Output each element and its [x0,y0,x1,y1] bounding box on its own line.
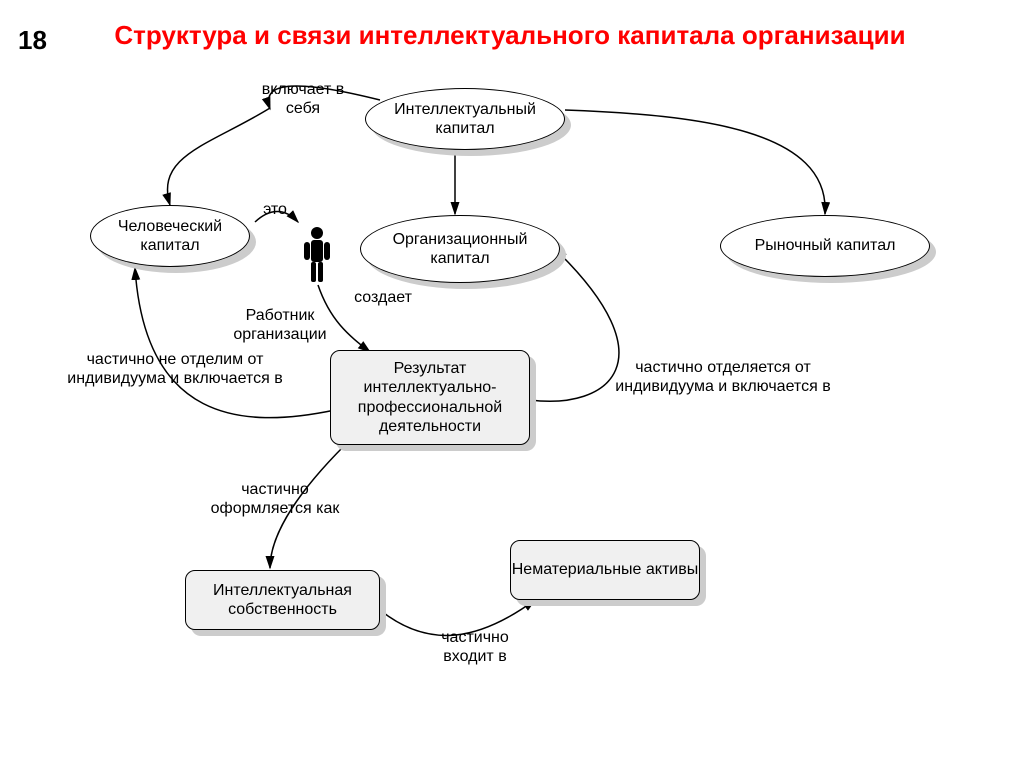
edge-label-4: это [255,200,295,219]
node-label-market_capital: Рыночный капитал [755,236,896,255]
node-nma: Нематериальные активы [510,540,700,600]
node-label-ip: Интеллектуальная собственность [186,581,379,619]
node-ip: Интеллектуальная собственность [185,570,380,630]
edge-label-0: включает в себя [248,80,358,118]
node-human_capital: Человеческий капитал [90,205,250,267]
node-label-human_capital: Человеческий капитал [91,217,249,255]
node-org_capital: Организационный капитал [360,215,560,283]
node-result: Результат интеллектуально-профессиональн… [330,350,530,445]
title-text: Структура и связи интеллектуального капи… [114,20,905,50]
node-label-result: Результат интеллектуально-профессиональн… [331,359,529,436]
edge-label-7: частично отделяется от индивидуума и вкл… [598,358,848,396]
edge-3 [565,110,825,214]
edge-1 [168,108,270,205]
edge-label-5: создает [348,288,418,307]
node-intellectual_capital: Интеллектуальный капитал [365,88,565,150]
node-label-nma: Нематериальные активы [512,560,698,579]
node-label-worker: Работник организации [220,306,340,344]
edge-label-8: частично оформляется как [195,480,355,518]
edge-label-9: частично входит в [415,628,535,666]
node-market_capital: Рыночный капитал [720,215,930,277]
slide-number: 18 [18,25,47,56]
slide-number-text: 18 [18,25,47,55]
slide-title: Структура и связи интеллектуального капи… [110,20,910,51]
node-worker: Работник организации [220,305,340,345]
person-icon [301,225,333,290]
edge-label-6: частично не отделим от индивидуума и вкл… [65,350,285,388]
node-label-org_capital: Организационный капитал [361,230,559,268]
node-label-intellectual_capital: Интеллектуальный капитал [366,100,564,138]
